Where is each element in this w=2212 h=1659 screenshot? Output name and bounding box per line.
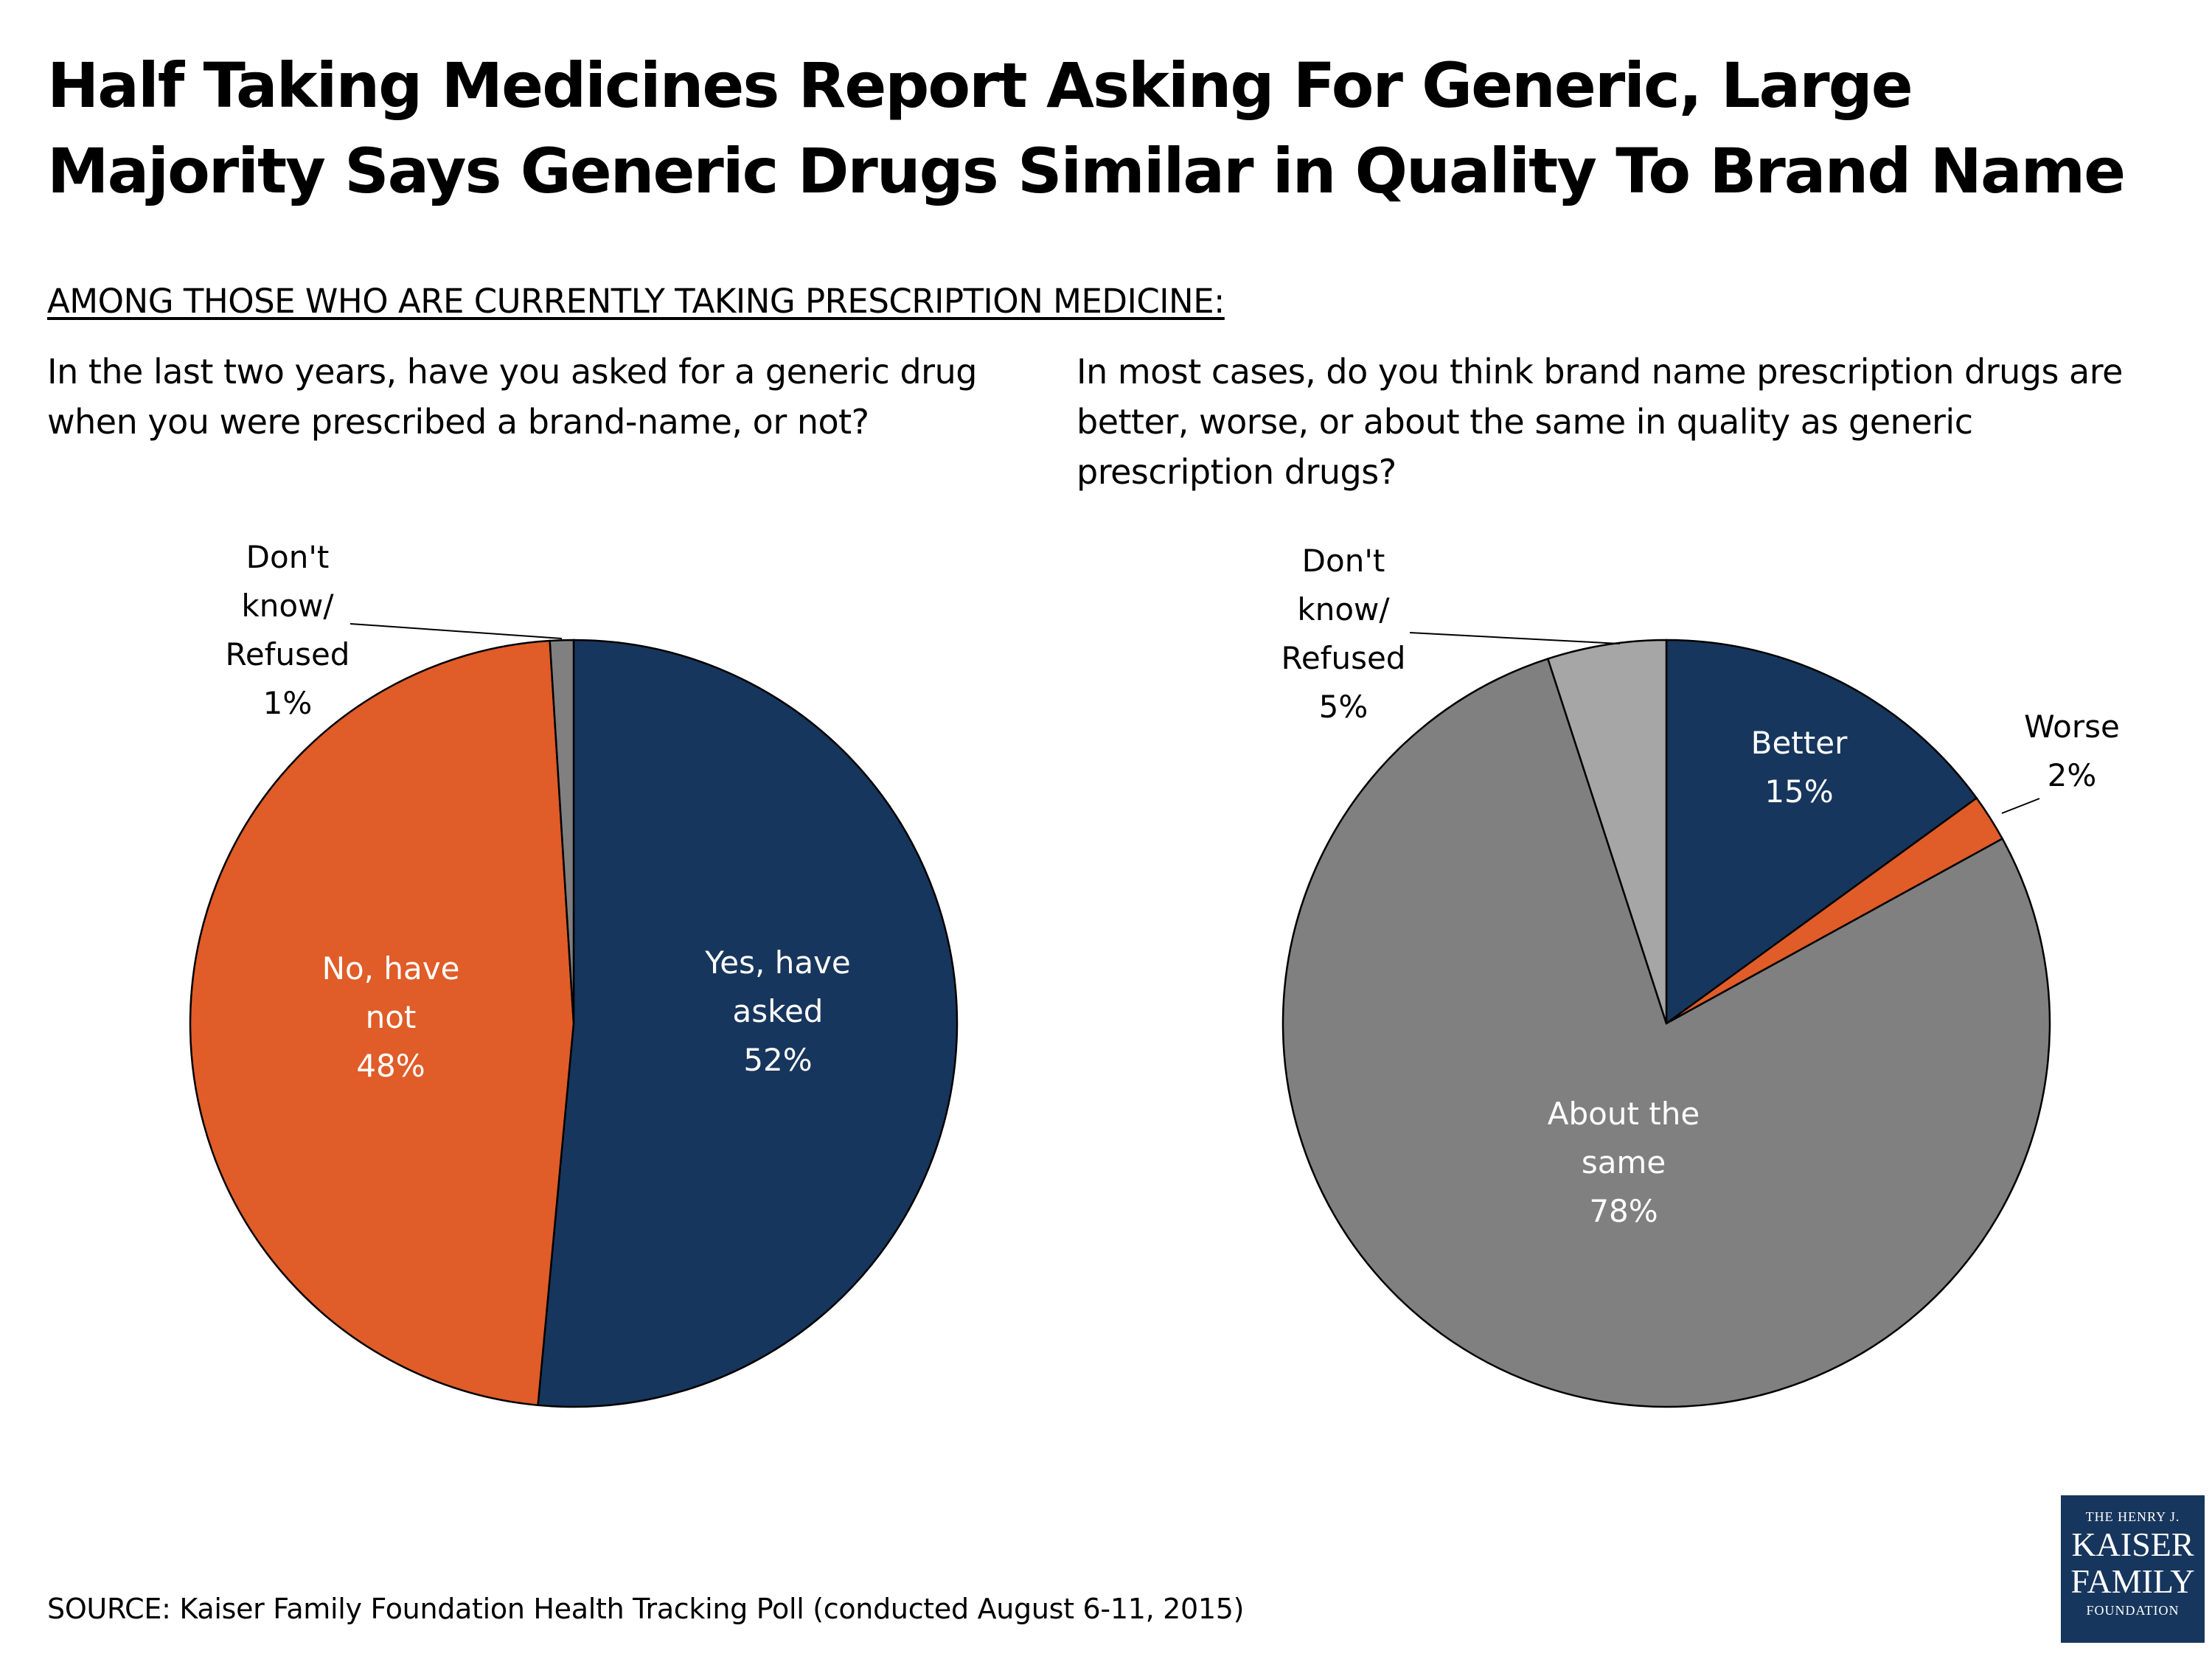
leader-line <box>2001 798 2040 814</box>
logo-line-3: FAMILY <box>2070 1562 2195 1600</box>
question-right: In most cases, do you think brand name p… <box>1077 347 2197 497</box>
pie-slice <box>549 639 575 1024</box>
pie-slice <box>537 639 959 1408</box>
pie-slice <box>1281 657 2051 1408</box>
question-right-line-2: better, worse, or about the same in qual… <box>1077 402 1973 442</box>
pie-slice <box>1546 639 1668 1024</box>
slice-label: About the same 78% <box>1548 1096 1700 1229</box>
leader-line <box>1409 632 1621 644</box>
question-left-line-1: In the last two years, have you asked fo… <box>47 352 977 392</box>
pie-chart-1: Yes, have asked 52% No, have not 48% Don't know… <box>189 539 959 1408</box>
question-right-line-3: prescription drugs? <box>1077 452 1397 492</box>
question-left: In the last two years, have you asked fo… <box>47 347 1079 447</box>
page-title: Half Taking Medicines Report Asking For … <box>47 43 2171 214</box>
kff-logo: THE HENRY J. KAISER FAMILY FOUNDATION <box>2061 1495 2205 1643</box>
slice-label: Don't know/Refused 5% <box>1281 543 1406 725</box>
pie-slice <box>189 639 575 1407</box>
leader-line <box>349 623 563 639</box>
section-label: AMONG THOSE WHO ARE CURRENTLY TAKING PRE… <box>47 282 1225 321</box>
slice-label: No, have not 48% <box>322 950 460 1084</box>
question-left-line-2: when you were prescribed a brand-name, o… <box>47 402 869 442</box>
title-line-2: Majority Says Generic Drugs Similar in Q… <box>47 135 2126 207</box>
title-line-1: Half Taking Medicines Report Asking For … <box>47 49 1913 122</box>
slice-label: Better 15% <box>1751 725 1848 810</box>
slice-label: Don't know/Refused 1% <box>226 539 350 721</box>
source-note: SOURCE: Kaiser Family Foundation Health … <box>47 1593 1245 1625</box>
slice-label: Yes, have asked 52% <box>704 945 851 1078</box>
pie-chart-2: Better 15% Worse 2% About the same 78% Don't kno… <box>1281 543 2120 1408</box>
logo-line-4: FOUNDATION <box>2086 1603 2180 1618</box>
slice-label: Worse 2% <box>2024 709 2120 793</box>
question-right-line-1: In most cases, do you think brand name p… <box>1077 352 2123 392</box>
pie-slice <box>1665 639 1978 1026</box>
logo-line-1: THE HENRY J. <box>2085 1509 2180 1524</box>
logo-line-2: KAISER <box>2071 1526 2194 1563</box>
